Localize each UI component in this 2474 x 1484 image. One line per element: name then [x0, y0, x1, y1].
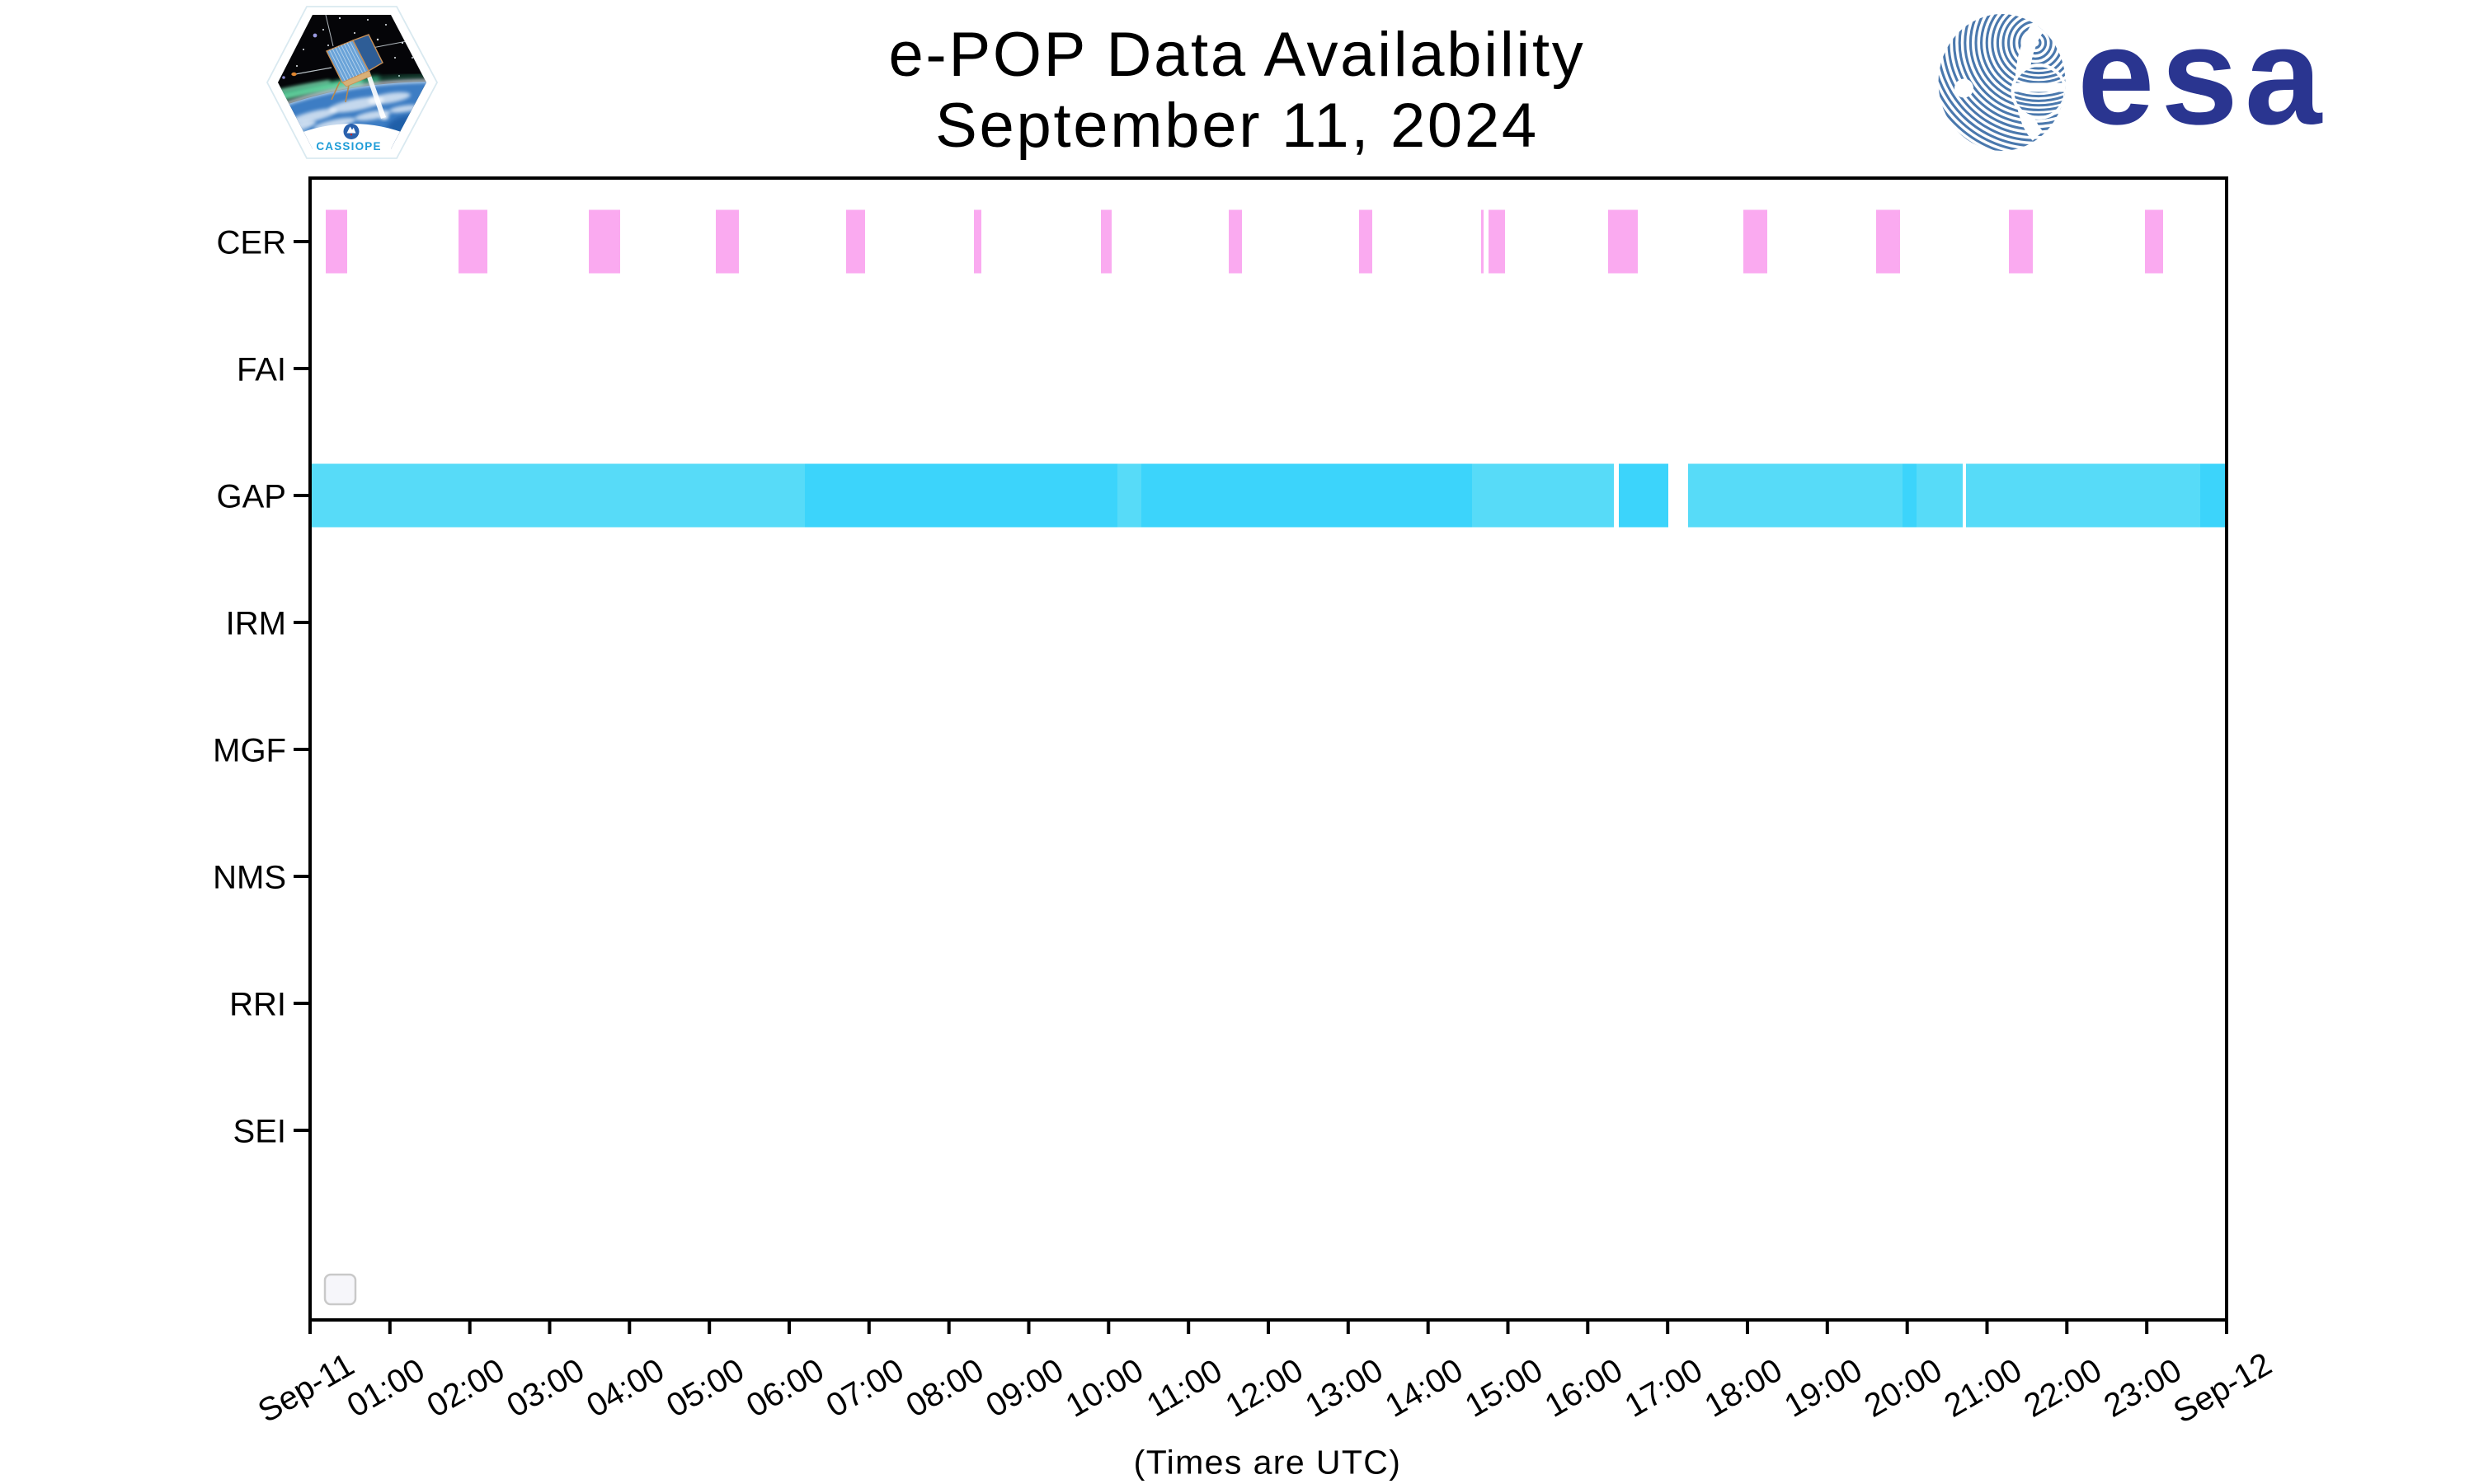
- svg-text:FAI: FAI: [237, 352, 286, 388]
- svg-text:IRM: IRM: [226, 606, 286, 642]
- svg-text:GAP: GAP: [217, 479, 286, 515]
- svg-text:MGF: MGF: [213, 733, 286, 769]
- svg-text:(Times are UTC): (Times are UTC): [1134, 1444, 1402, 1482]
- svg-text:RRI: RRI: [229, 987, 286, 1023]
- svg-text:CASSIOPE: CASSIOPE: [316, 140, 381, 153]
- svg-text:September 11, 2024: September 11, 2024: [935, 91, 1539, 161]
- svg-text:CER: CER: [217, 225, 286, 261]
- svg-text:SEI: SEI: [233, 1114, 286, 1150]
- svg-text:esa: esa: [2077, 0, 2328, 153]
- svg-text:e-POP Data Availability: e-POP Data Availability: [888, 20, 1585, 90]
- svg-text:NMS: NMS: [213, 860, 286, 896]
